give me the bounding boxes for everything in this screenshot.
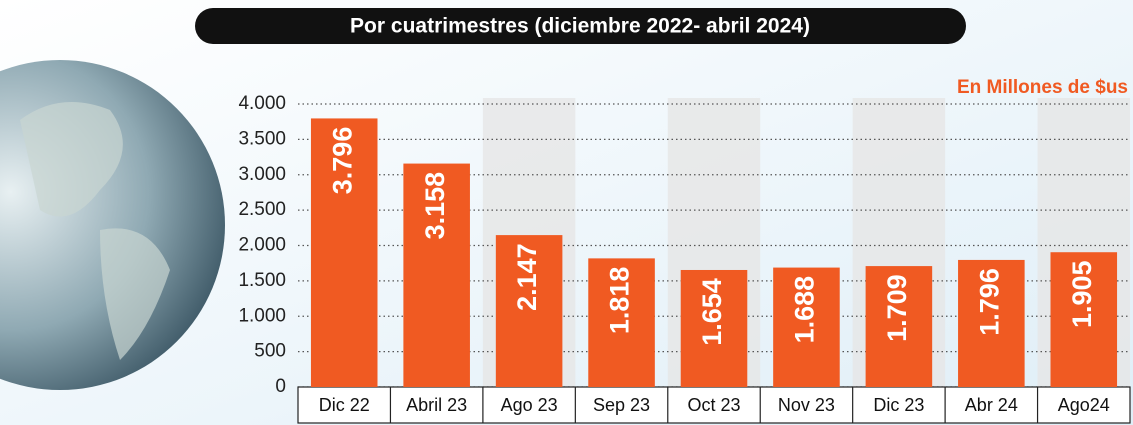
unit-label: En Millones de $us bbox=[957, 77, 1128, 98]
value-label: 2.147 bbox=[512, 243, 542, 311]
y-tick-label: 2.000 bbox=[238, 235, 286, 256]
x-tick-label: Abr 24 bbox=[965, 395, 1018, 415]
bar bbox=[588, 258, 655, 387]
value-label: 3.796 bbox=[327, 127, 357, 195]
value-label: 1.654 bbox=[697, 278, 727, 346]
chart-title: Por cuatrimestres (diciembre 2022- abril… bbox=[350, 15, 810, 38]
x-axis-strip bbox=[297, 386, 1131, 424]
value-label: 1.796 bbox=[974, 268, 1004, 336]
y-tick-label: 1.000 bbox=[238, 305, 286, 326]
bar bbox=[773, 267, 840, 387]
value-label: 1.905 bbox=[1067, 260, 1097, 328]
x-tick-label: Abril 23 bbox=[406, 395, 467, 415]
bar bbox=[680, 269, 748, 387]
bar bbox=[495, 235, 563, 387]
bar bbox=[958, 259, 1025, 387]
x-tick-label: Nov 23 bbox=[778, 395, 835, 415]
x-tick-label: Ago 23 bbox=[501, 395, 558, 415]
bar bbox=[1050, 252, 1118, 387]
y-tick-label: 4.000 bbox=[238, 93, 286, 114]
bar bbox=[865, 266, 933, 387]
x-tick-label: Ago24 bbox=[1058, 395, 1110, 415]
globe-continent bbox=[20, 102, 123, 217]
value-label: 1.709 bbox=[882, 274, 912, 342]
x-tick-label: Oct 23 bbox=[687, 395, 740, 415]
y-tick-label: 1.500 bbox=[238, 270, 286, 291]
x-tick-label: Dic 23 bbox=[873, 395, 924, 415]
globe-continent bbox=[100, 228, 170, 360]
y-tick-label: 2.500 bbox=[238, 199, 286, 220]
value-label: 1.688 bbox=[790, 276, 820, 344]
value-label: 3.158 bbox=[420, 172, 450, 240]
title-pill bbox=[195, 8, 966, 44]
value-label: 1.818 bbox=[605, 267, 635, 335]
y-tick-label: 0 bbox=[275, 376, 286, 397]
x-tick-label: Dic 22 bbox=[319, 395, 370, 415]
x-tick-label: Sep 23 bbox=[593, 395, 650, 415]
bar bbox=[403, 163, 470, 387]
y-tick-label: 3.000 bbox=[238, 164, 286, 185]
bar bbox=[310, 118, 378, 388]
y-tick-label: 3.500 bbox=[238, 128, 286, 149]
y-tick-label: 500 bbox=[254, 341, 286, 362]
